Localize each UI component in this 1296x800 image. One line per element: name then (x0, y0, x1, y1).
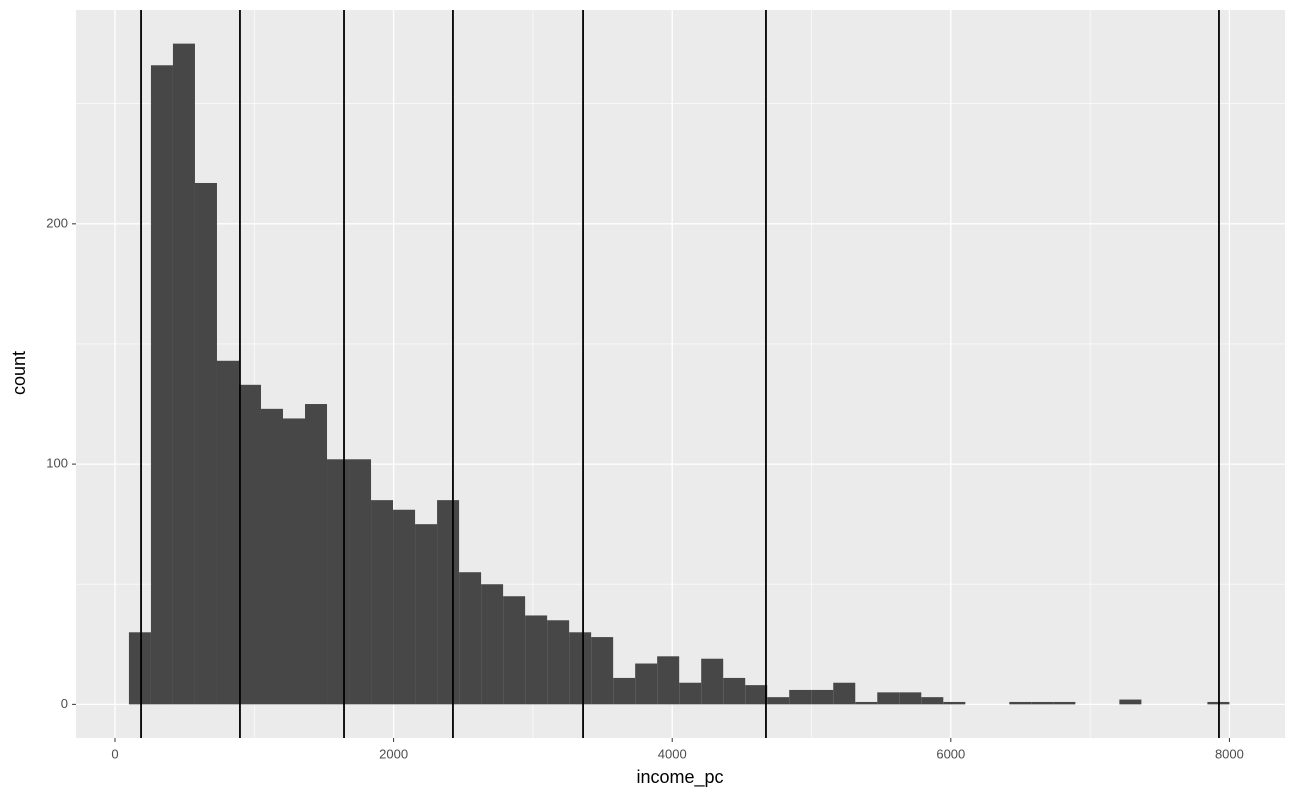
x-tick-label: 0 (111, 746, 118, 761)
bar (525, 615, 548, 705)
bar (723, 677, 746, 705)
bar (349, 459, 372, 705)
bar (767, 697, 790, 705)
bar (569, 632, 592, 705)
bar (833, 682, 856, 705)
bar (260, 408, 284, 705)
x-tick-label: 6000 (936, 746, 965, 761)
bar (921, 697, 944, 705)
bar (657, 656, 680, 705)
bar (1009, 701, 1032, 705)
y-tick-label: 0 (61, 696, 68, 711)
bar (194, 182, 217, 705)
bar (172, 43, 195, 705)
bar (150, 65, 173, 705)
bar (283, 418, 306, 705)
bar (877, 692, 900, 705)
bar (327, 459, 350, 705)
bar (943, 701, 966, 705)
bar (679, 682, 702, 705)
bar (899, 692, 922, 705)
y-tick-label: 200 (46, 215, 68, 230)
bar (855, 701, 878, 705)
bar (1119, 699, 1142, 705)
bar (613, 677, 636, 705)
y-axis-title: count (9, 351, 29, 395)
bar (547, 620, 570, 705)
bar (437, 500, 460, 705)
bar (238, 384, 261, 705)
bar (305, 404, 328, 705)
bar (393, 509, 416, 705)
bar (591, 637, 614, 705)
x-axis-title: income_pc (636, 767, 723, 788)
bar (635, 663, 658, 705)
bar (503, 596, 526, 705)
bar (415, 524, 438, 705)
bar (1053, 701, 1076, 705)
bar (811, 689, 834, 705)
bar (1031, 701, 1054, 705)
bar (745, 685, 768, 705)
bar (481, 584, 504, 705)
bar (789, 689, 812, 705)
bar (459, 572, 482, 705)
x-tick-label: 8000 (1215, 746, 1244, 761)
bar (128, 632, 151, 705)
x-tick-label: 4000 (658, 746, 687, 761)
bar (216, 360, 239, 705)
x-tick-label: 2000 (379, 746, 408, 761)
bar (701, 658, 724, 705)
y-tick-label: 100 (46, 456, 68, 471)
bar (371, 500, 394, 705)
